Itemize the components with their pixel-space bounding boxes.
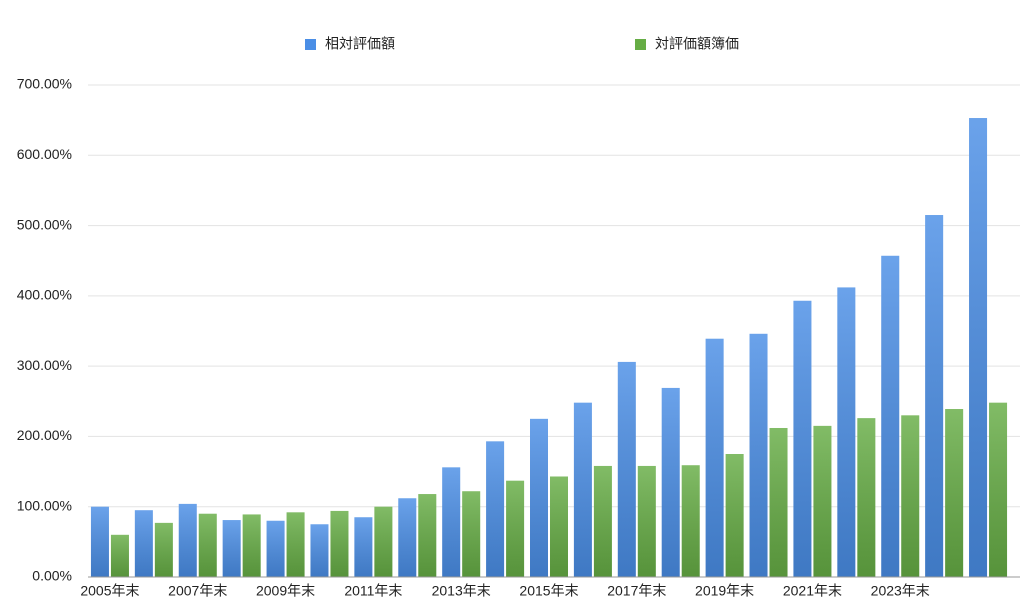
y-tick-label: 600.00% <box>17 146 72 162</box>
bar-shade <box>593 465 612 577</box>
bar-shade <box>418 494 437 577</box>
x-tick-label: 2019年末 <box>695 583 754 599</box>
x-tick-label: 2023年末 <box>871 583 930 599</box>
y-tick-label: 300.00% <box>17 357 72 373</box>
bar-shade <box>90 506 109 577</box>
bar-shade <box>793 300 812 577</box>
bar-shade <box>617 361 636 577</box>
bar-shade <box>725 454 744 577</box>
x-tick-label: 2005年末 <box>80 583 139 599</box>
bar-shade <box>705 338 724 577</box>
x-tick-label: 2013年末 <box>432 583 491 599</box>
y-tick-label: 400.00% <box>17 287 72 303</box>
bar-shade <box>222 520 241 577</box>
bar-shade <box>134 510 153 577</box>
bar-shade <box>398 498 417 577</box>
bar-shade <box>637 465 656 577</box>
bar-shade <box>154 522 173 577</box>
bar-shade <box>506 480 525 577</box>
bar-shade <box>110 534 129 577</box>
bar-shade <box>550 476 568 577</box>
bar-shade <box>857 418 876 577</box>
x-tick-label: 2021年末 <box>783 583 842 599</box>
bar-shade <box>242 514 261 577</box>
bar-shade <box>881 255 900 577</box>
bar-shade <box>266 520 285 577</box>
x-tick-label: 2011年末 <box>344 583 402 599</box>
legend-swatch <box>635 39 646 50</box>
y-tick-label: 200.00% <box>17 427 72 443</box>
legend-label: 対評価額簿価 <box>655 36 739 52</box>
bar-shade <box>354 517 373 577</box>
x-tick-label: 2015年末 <box>519 583 578 599</box>
bar-shade <box>769 427 788 577</box>
bar-shade <box>198 513 217 577</box>
bar-shade <box>945 409 964 577</box>
bar-shade <box>286 512 305 577</box>
x-tick-label: 2009年末 <box>256 583 315 599</box>
bar-shade <box>681 465 700 577</box>
bar-shade <box>813 425 832 577</box>
bar-shade <box>442 467 461 577</box>
bar-shade <box>374 506 393 577</box>
bar-shade <box>573 402 592 577</box>
bar-shade <box>310 524 329 577</box>
y-tick-label: 700.00% <box>17 76 72 92</box>
bar-shade <box>178 503 197 577</box>
x-tick-label: 2017年末 <box>607 583 666 599</box>
bar-shade <box>749 333 768 577</box>
x-tick-label: 2007年末 <box>168 583 227 599</box>
y-tick-label: 500.00% <box>17 216 72 232</box>
bar-shade <box>530 418 548 577</box>
bar-shade <box>486 441 505 577</box>
bar-shade <box>989 402 1008 577</box>
bar-shade <box>925 215 944 577</box>
bar-shade <box>969 118 988 577</box>
y-tick-label: 100.00% <box>17 497 72 513</box>
bar-shade <box>462 491 481 577</box>
legend-swatch <box>305 39 316 50</box>
bar-shade <box>837 287 856 577</box>
bar-shade <box>330 510 349 577</box>
y-tick-label: 0.00% <box>32 568 72 584</box>
bar-shade <box>901 415 920 577</box>
bar-shade <box>661 387 680 577</box>
legend-label: 相対評価額 <box>325 36 395 52</box>
